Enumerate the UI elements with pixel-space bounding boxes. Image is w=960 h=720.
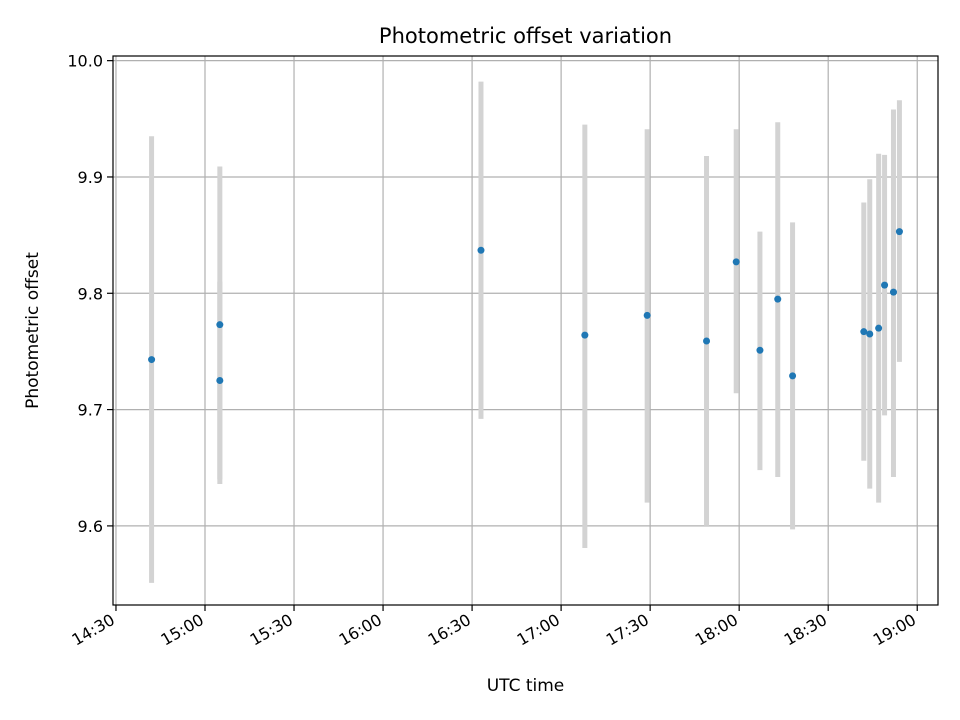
plot-frame bbox=[112, 55, 939, 606]
data-point bbox=[643, 311, 651, 319]
chart-title: Photometric offset variation bbox=[379, 24, 672, 48]
data-point bbox=[789, 372, 797, 380]
data-point bbox=[581, 331, 589, 339]
y-tick-label: 9.6 bbox=[78, 517, 103, 536]
x-tick-label: 15:00 bbox=[158, 610, 207, 650]
data-point bbox=[889, 288, 897, 296]
data-point bbox=[866, 330, 874, 338]
x-axis-label: UTC time bbox=[487, 676, 565, 696]
x-tick-label: 18:00 bbox=[692, 610, 741, 650]
data-point bbox=[216, 377, 224, 385]
data-point bbox=[477, 246, 485, 254]
x-tick-label: 18:30 bbox=[781, 610, 830, 650]
data-point bbox=[774, 295, 782, 303]
y-tick-label: 9.7 bbox=[78, 401, 103, 420]
y-tick-label: 9.9 bbox=[78, 168, 103, 187]
y-axis-label: Photometric offset bbox=[23, 252, 43, 409]
data-point bbox=[895, 228, 903, 236]
x-tick-label: 16:00 bbox=[336, 610, 385, 650]
grid-layer bbox=[113, 56, 938, 605]
x-tick-label: 19:00 bbox=[870, 610, 919, 650]
y-tick-label: 9.8 bbox=[78, 284, 103, 303]
point-layer bbox=[148, 228, 903, 385]
x-tick-label: 15:30 bbox=[247, 610, 296, 650]
x-tick-label: 17:30 bbox=[603, 610, 652, 650]
data-point bbox=[875, 324, 883, 332]
data-point bbox=[860, 328, 868, 336]
data-point bbox=[732, 258, 740, 266]
x-tick-label: 14:30 bbox=[69, 610, 118, 650]
data-point bbox=[216, 321, 224, 329]
data-point bbox=[881, 281, 889, 289]
y-tick-label: 10.0 bbox=[67, 52, 103, 71]
x-tick-label: 17:00 bbox=[514, 610, 563, 650]
data-point bbox=[148, 356, 156, 364]
errorbar-layer bbox=[149, 81, 902, 583]
data-point bbox=[703, 337, 711, 345]
data-point bbox=[756, 346, 764, 354]
x-tick-label: 16:30 bbox=[425, 610, 474, 650]
